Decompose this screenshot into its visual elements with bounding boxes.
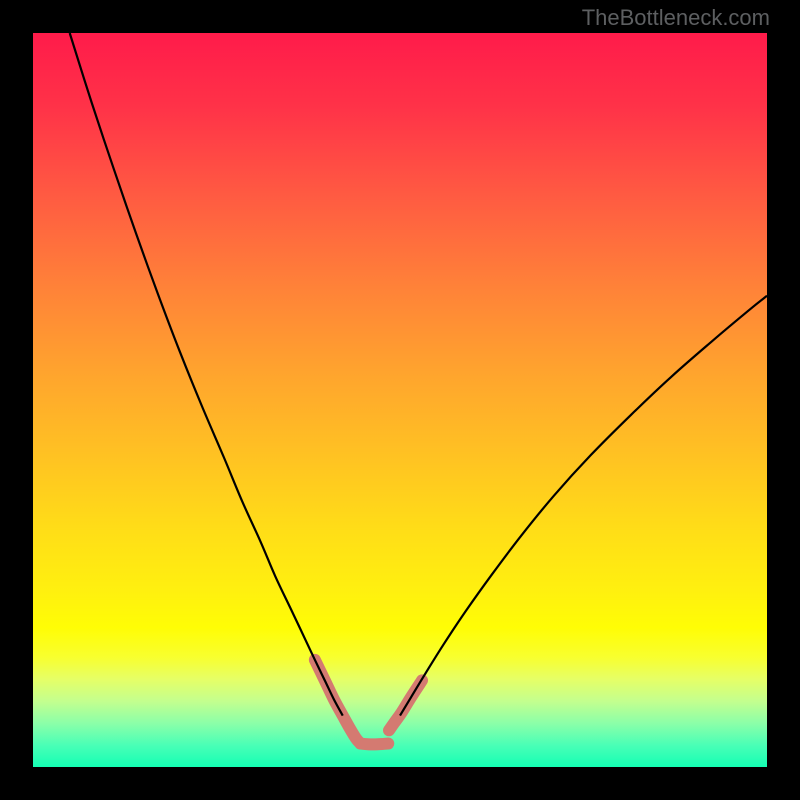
plot-area (33, 33, 767, 767)
highlight-segment-1 (360, 744, 388, 745)
curve-layer (33, 33, 767, 767)
curve-right (400, 296, 767, 716)
watermark-text: TheBottleneck.com (582, 5, 770, 31)
curve-left (70, 33, 343, 716)
chart-frame: TheBottleneck.com (0, 0, 800, 800)
